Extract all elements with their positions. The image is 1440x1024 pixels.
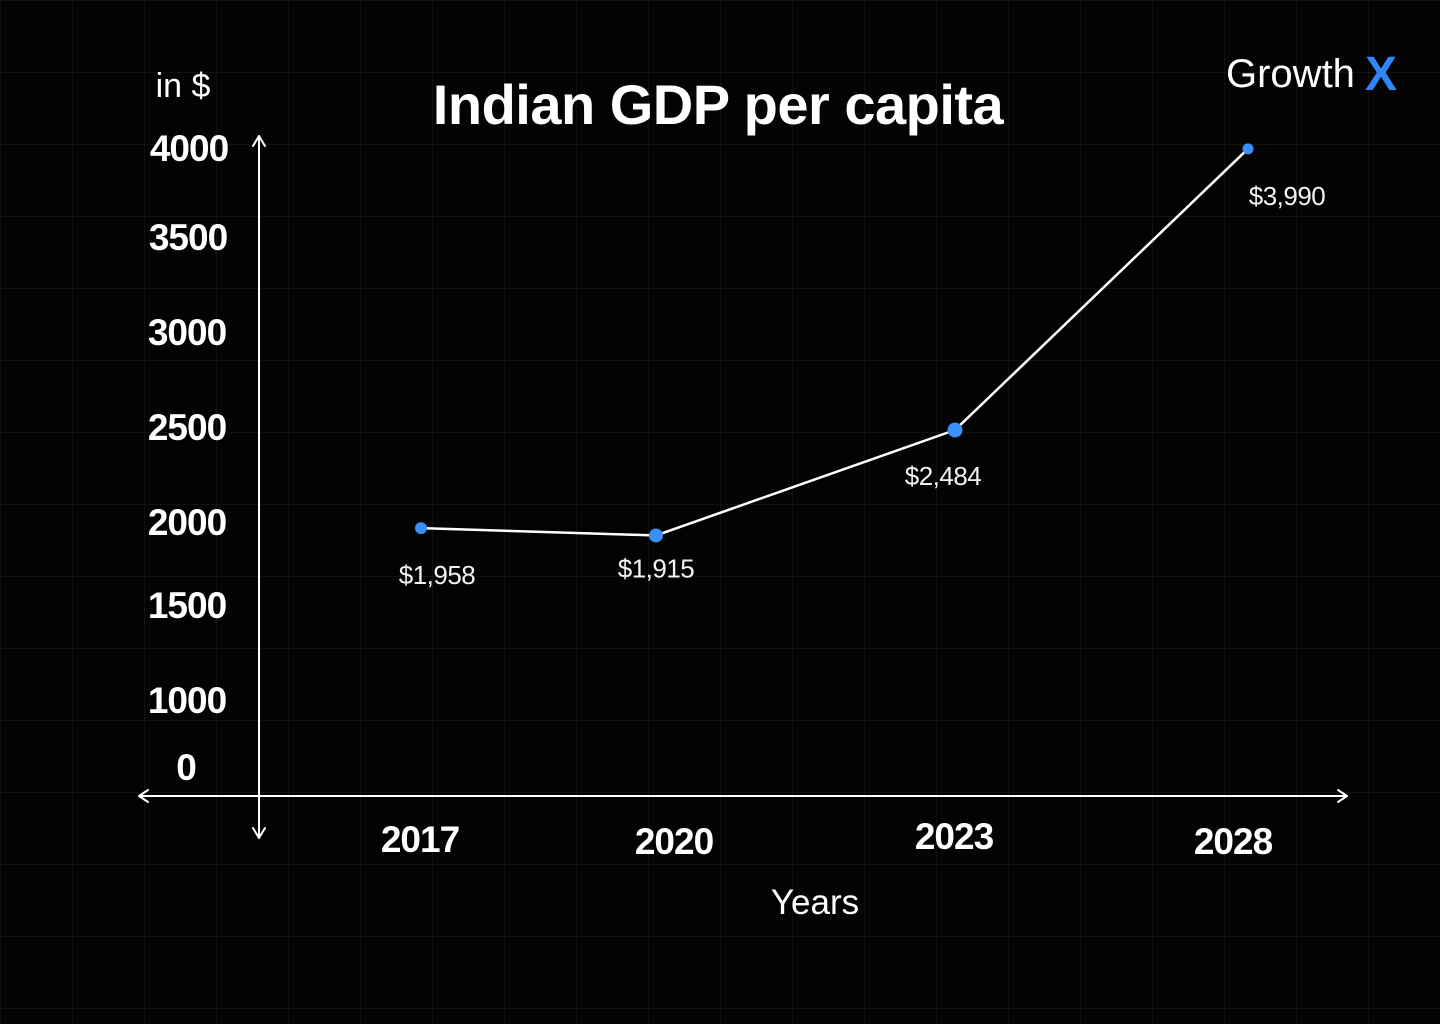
data-label: $1,915: [618, 553, 695, 583]
series-layer: $1,958 $1,915 $2,484 $3,990: [399, 143, 1326, 590]
y-axis-arrow-bottom: [252, 827, 266, 839]
y-tick-label: 3500: [149, 217, 228, 258]
x-axis-arrow-left: [138, 789, 149, 803]
brand-name: Growth: [1226, 52, 1355, 96]
data-label: $3,990: [1249, 181, 1326, 211]
y-tick-labels: 4000 3500 3000 2500 2000 1500 1000 0: [148, 128, 230, 788]
x-tick-labels: 2017 2020 2023 2028: [381, 816, 1274, 862]
data-label: $2,484: [905, 461, 982, 491]
x-tick-label: 2017: [381, 819, 459, 860]
y-tick-label: 0: [176, 747, 196, 788]
y-tick-label: 1000: [148, 680, 227, 721]
x-axis-arrow-right: [1337, 789, 1348, 803]
y-tick-label: 1500: [148, 585, 227, 626]
y-tick-label: 2500: [148, 407, 227, 448]
x-tick-label: 2020: [635, 821, 714, 862]
axes: [138, 135, 1348, 839]
data-point-marker: [1242, 143, 1254, 155]
data-point-marker: [649, 528, 663, 543]
growthx-logo: Growth X: [1226, 48, 1397, 101]
chart-title: Indian GDP per capita: [433, 73, 1005, 136]
data-label: $1,958: [399, 560, 476, 590]
data-point-marker: [947, 422, 963, 438]
data-point-marker: [415, 522, 427, 535]
series-line: [420, 147, 1249, 537]
x-tick-label: 2028: [1194, 821, 1273, 862]
y-tick-label: 2000: [148, 502, 227, 543]
y-tick-label: 3000: [148, 312, 227, 353]
brand-accent-letter: X: [1365, 48, 1397, 101]
y-axis-unit-label: in $: [156, 67, 211, 105]
x-axis-title: Years: [771, 883, 859, 922]
y-tick-label: 4000: [150, 128, 229, 169]
y-axis-arrow-top: [252, 135, 266, 147]
x-tick-label: 2023: [915, 816, 994, 857]
